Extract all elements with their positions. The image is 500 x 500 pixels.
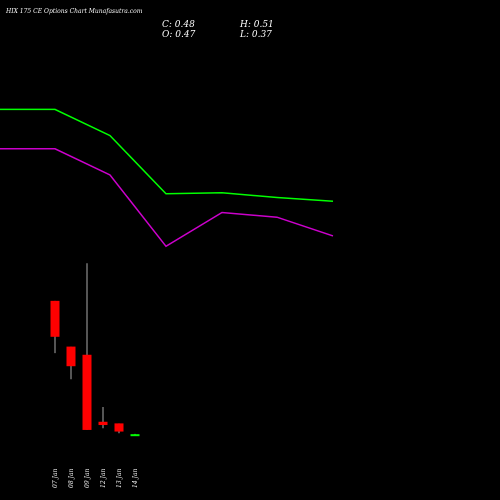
x-tick-label: 09 Jan [84,468,91,488]
indicator-line-2 [0,148,334,248]
low-value: L: 0.37 [240,30,272,40]
candle-body [82,354,92,430]
x-tick-label: 14 Jan [132,468,139,488]
candle-body [66,346,76,367]
x-tick-label: 12 Jan [100,468,107,488]
indicator-lines [0,108,334,248]
chart-title: HIX 175 CE Options Chart Munafasutra.com [6,8,143,15]
x-tick-label: 07 Jan [52,468,59,488]
candle-body [114,423,124,432]
candle-body [50,300,60,337]
x-tick-label: 13 Jan [116,468,123,488]
high-value: H: 0.51 [240,20,274,30]
candle-body [130,434,140,437]
x-tick-label: 08 Jan [68,468,75,488]
close-value: C: 0.48 [162,20,195,30]
indicator-line-1 [0,108,334,203]
open-value: O: 0.47 [162,30,196,40]
candle-body [98,421,108,426]
x-axis-labels: 07 Jan 08 Jan 09 Jan 12 Jan 13 Jan 14 Jan [52,468,139,488]
candles [50,263,140,437]
